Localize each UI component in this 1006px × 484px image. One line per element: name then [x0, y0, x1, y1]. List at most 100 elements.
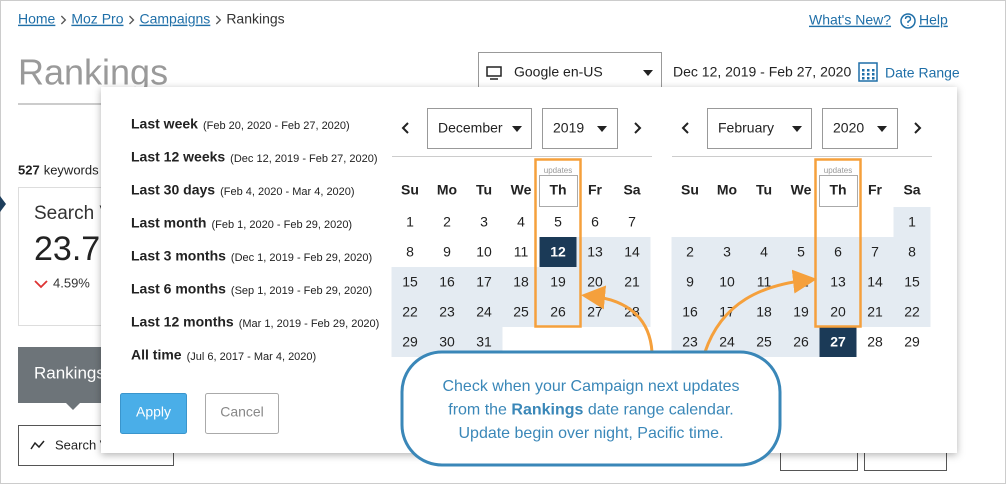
whats-new-link[interactable]: What's New? — [809, 12, 891, 28]
day[interactable]: 5 — [554, 214, 562, 230]
metric-value: 23.7 — [34, 230, 100, 268]
breadcrumb-link[interactable]: Home — [18, 11, 56, 27]
day[interactable]: 4 — [760, 244, 768, 260]
day[interactable]: 3 — [480, 214, 488, 230]
day[interactable]: 23 — [682, 334, 698, 350]
day[interactable]: 24 — [719, 334, 735, 350]
day[interactable]: 19 — [793, 304, 809, 320]
next-month[interactable] — [634, 122, 642, 134]
day[interactable]: 24 — [476, 304, 492, 320]
day[interactable]: 25 — [513, 304, 529, 320]
preset-label[interactable]: Last 12 weeks — [131, 149, 225, 165]
day[interactable]: 8 — [908, 244, 916, 260]
next-month[interactable] — [914, 122, 922, 134]
prev-month[interactable] — [681, 122, 689, 134]
day[interactable]: 29 — [402, 334, 418, 350]
day[interactable]: 20 — [587, 274, 603, 290]
date-range-button[interactable]: Date Range — [885, 65, 960, 81]
year-select[interactable] — [542, 108, 618, 149]
day[interactable]: 16 — [439, 274, 455, 290]
day[interactable]: 27 — [830, 334, 846, 350]
day[interactable]: 18 — [756, 304, 772, 320]
prev-month[interactable] — [401, 122, 409, 134]
day[interactable]: 10 — [476, 244, 492, 260]
preset-label[interactable]: Last month — [131, 215, 206, 231]
day[interactable]: 22 — [904, 304, 920, 320]
preset-label[interactable]: Last 12 months — [131, 314, 234, 330]
day[interactable]: 5 — [797, 244, 805, 260]
monitor-icon — [486, 66, 502, 77]
preset-label[interactable]: Last 30 days — [131, 182, 215, 198]
day[interactable]: 13 — [830, 274, 846, 290]
month-label: December — [438, 120, 503, 136]
calendar-icon — [858, 62, 878, 82]
day[interactable]: 21 — [624, 274, 640, 290]
preset-range: (Feb 20, 2020 - Feb 27, 2020) — [203, 120, 350, 132]
day[interactable]: 14 — [867, 274, 883, 290]
day[interactable]: 3 — [723, 244, 731, 260]
day[interactable]: 17 — [719, 304, 735, 320]
breadcrumb-separator — [215, 15, 222, 25]
calendar-icon — [872, 69, 875, 72]
range-cell — [708, 237, 746, 267]
day[interactable]: 8 — [406, 244, 414, 260]
range-cell — [502, 297, 540, 327]
breadcrumb-link[interactable]: Campaigns — [139, 11, 210, 27]
day[interactable]: 21 — [867, 304, 883, 320]
day[interactable]: 26 — [550, 304, 566, 320]
help-link[interactable]: Help — [919, 12, 948, 28]
day[interactable]: 1 — [406, 214, 414, 230]
day[interactable]: 9 — [443, 244, 451, 260]
day[interactable]: 23 — [439, 304, 455, 320]
day[interactable]: 27 — [587, 304, 603, 320]
day[interactable]: 10 — [719, 274, 735, 290]
day[interactable]: 30 — [439, 334, 455, 350]
cancel-button[interactable] — [205, 393, 279, 434]
day[interactable]: 14 — [624, 244, 640, 260]
day[interactable]: 12 — [550, 244, 566, 260]
day[interactable]: 22 — [402, 304, 418, 320]
day[interactable]: 2 — [443, 214, 451, 230]
day[interactable]: 6 — [591, 214, 599, 230]
day[interactable]: 1 — [908, 214, 916, 230]
range-cell — [819, 297, 857, 327]
range-cell — [539, 237, 577, 267]
year-select[interactable] — [822, 108, 898, 149]
weekday: Su — [401, 182, 419, 198]
day[interactable]: 4 — [517, 214, 525, 230]
calendar-icon — [867, 69, 870, 72]
preset-range: (Sep 1, 2019 - Feb 29, 2020) — [231, 285, 372, 297]
day[interactable]: 9 — [686, 274, 694, 290]
day[interactable]: 11 — [514, 244, 529, 260]
preset-label[interactable]: Last week — [131, 116, 198, 132]
day[interactable]: 15 — [402, 274, 418, 290]
day[interactable]: 19 — [550, 274, 566, 290]
preset-label[interactable]: Last 6 months — [131, 281, 226, 297]
day[interactable]: 31 — [476, 334, 492, 350]
day[interactable]: 2 — [686, 244, 694, 260]
day[interactable]: 13 — [587, 244, 603, 260]
breadcrumb-link[interactable]: Moz Pro — [71, 11, 123, 27]
weekday: Tu — [476, 182, 492, 198]
day[interactable]: 29 — [904, 334, 920, 350]
day[interactable]: 15 — [904, 274, 920, 290]
apply-button[interactable] — [120, 393, 187, 434]
day[interactable]: 11 — [757, 274, 772, 290]
day[interactable]: 6 — [834, 244, 842, 260]
day[interactable]: 26 — [793, 334, 809, 350]
day[interactable]: 25 — [756, 334, 772, 350]
range-cell — [391, 267, 429, 297]
updates-highlight — [534, 158, 582, 328]
day[interactable]: 7 — [871, 244, 879, 260]
preset-label[interactable]: All time — [131, 347, 182, 363]
day[interactable]: 28 — [867, 334, 883, 350]
day[interactable]: 7 — [628, 214, 636, 230]
range-cell — [576, 237, 614, 267]
day[interactable]: 18 — [513, 274, 529, 290]
day[interactable]: 17 — [476, 274, 492, 290]
day[interactable]: 20 — [830, 304, 846, 320]
day[interactable]: 16 — [682, 304, 698, 320]
preset-label[interactable]: Last 3 months — [131, 248, 226, 264]
range-cell — [782, 327, 820, 357]
range-cell — [819, 327, 857, 357]
